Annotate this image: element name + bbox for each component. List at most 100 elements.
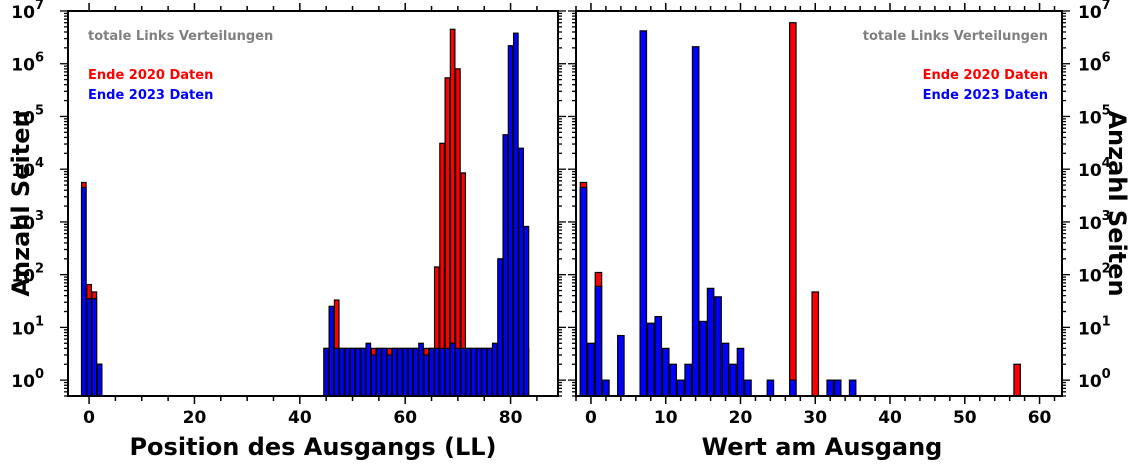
bar [646,322,655,397]
bar [789,379,797,397]
bar [354,347,361,397]
bar [386,354,393,397]
y-tick-label: 105 [11,103,44,128]
bar [1013,363,1021,397]
y-tick-exponent: 5 [35,103,44,118]
y-tick-exponent: 7 [1102,0,1111,13]
series-ende-2023 [579,30,857,397]
y-tick-exponent: 3 [1102,209,1111,224]
x-tick-label: 20 [729,408,753,428]
bar [481,347,488,397]
x-tick-label: 0 [83,408,95,428]
y-tick-exponent: 1 [35,314,44,329]
y-tick-mantissa: 10 [11,319,35,339]
x-axis-title: Wert am Ausgang [702,433,943,461]
bar [811,291,820,397]
bar [602,379,610,397]
bar [449,28,456,397]
bar [449,342,456,397]
y-tick-mantissa: 10 [1078,267,1102,287]
y-tick-label: 107 [11,0,44,23]
y-tick-exponent: 2 [1102,262,1111,277]
left-histogram: 0 20 40 60 80100101102103104105106107Positio… [7,0,566,461]
y-tick-label: 105 [1078,103,1111,128]
bar [402,347,409,397]
bar [826,379,835,397]
y-axis-title: Anzahl Seiten [1103,110,1131,296]
bar [476,347,482,397]
bar [433,347,440,397]
x-tick-label: 0 [585,408,597,428]
bar [418,342,424,397]
bar [407,347,414,397]
y-axis-title: Anzahl Seiten [7,110,35,296]
bar [455,68,461,397]
chart-annotation: totale Links Verteilungen [88,29,273,44]
bar [639,30,648,397]
y-tick-mantissa: 10 [11,161,35,181]
legend-entry-ende-2023: Ende 2023 Daten [88,88,213,103]
y-tick-mantissa: 10 [11,3,35,23]
bar [397,347,403,397]
bar [617,334,625,397]
y-tick-label: 101 [1078,314,1111,339]
x-tick-label: 10 [654,408,678,428]
bar [729,363,737,397]
bar [721,342,730,397]
bar [587,342,595,397]
bar [766,379,775,397]
bar [594,285,603,397]
bar [86,298,92,397]
bar [714,296,722,397]
y-tick-mantissa: 10 [1078,372,1102,392]
y-tick-exponent: 2 [35,262,44,277]
bar [497,258,503,397]
y-tick-exponent: 3 [35,209,44,224]
bar [428,347,435,397]
bar [439,347,445,397]
x-tick-label: 40 [878,408,902,428]
bar [579,186,588,397]
bar [676,379,685,397]
x-tick-label: 50 [953,408,977,428]
bar [423,354,430,397]
bar [669,363,678,397]
chart-annotation: totale Links Verteilungen [863,29,1048,44]
plot-frame [575,10,1063,397]
bar [523,225,530,397]
y-tick-label: 102 [11,262,44,287]
bar [323,347,330,397]
x-tick-label: 80 [499,408,523,428]
bar [507,45,514,397]
bar [365,342,372,397]
x-tick-label: 60 [393,408,417,428]
bar [518,147,524,397]
bar [391,347,398,397]
bar [455,347,461,397]
bar [744,379,752,397]
bar [491,342,498,397]
y-tick-mantissa: 10 [1078,319,1102,339]
y-tick-label: 101 [11,314,44,339]
y-tick-exponent: 7 [35,0,44,13]
y-tick-mantissa: 10 [11,267,35,287]
bar [470,347,477,397]
x-tick-label: 30 [803,408,827,428]
y-tick-label: 102 [1078,262,1111,287]
bar [381,347,387,397]
bar [684,363,692,397]
x-tick-label: 20 [183,408,207,428]
bar [444,347,451,397]
x-axis-title: Position des Ausgangs (LL) [129,433,496,461]
y-tick-exponent: 4 [35,156,44,171]
y-tick-exponent: 6 [1102,51,1111,66]
y-tick-label: 104 [11,156,44,181]
bar [91,298,98,397]
y-tick-mantissa: 10 [1078,108,1102,128]
series-ende-2020 [80,28,530,397]
bar [699,320,707,397]
bar [328,305,335,397]
y-tick-label: 104 [1078,156,1111,181]
y-tick-label: 106 [11,51,44,76]
